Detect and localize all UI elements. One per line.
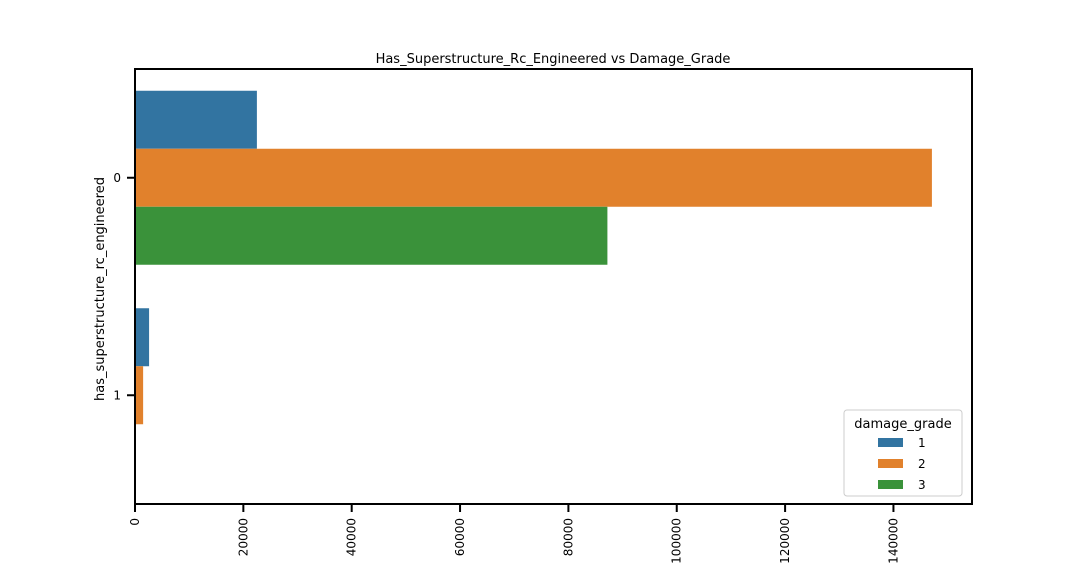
bar-cat-0-series-3 <box>135 206 608 265</box>
x-tick-label-60000: 60000 <box>453 518 467 556</box>
x-tick-label-120000: 120000 <box>778 518 792 564</box>
x-tick-label-140000: 140000 <box>886 518 900 564</box>
x-tick-label-20000: 20000 <box>236 518 250 556</box>
legend-swatch-1 <box>878 438 903 447</box>
x-tick-label-80000: 80000 <box>561 518 575 556</box>
x-tick-label-0: 0 <box>128 518 142 526</box>
legend-label-3: 3 <box>918 478 926 492</box>
y-axis-label: has_superstructure_rc_engineered <box>93 177 108 401</box>
bar-cat-1-series-1 <box>135 308 150 367</box>
chart-title: Has_Superstructure_Rc_Engineered vs Dama… <box>376 52 731 67</box>
bar-cat-0-series-2 <box>135 148 932 207</box>
x-tick-label-100000: 100000 <box>670 518 684 564</box>
x-tick-label-40000: 40000 <box>345 518 359 556</box>
legend-title: damage_grade <box>854 417 951 432</box>
bar-cat-1-series-2 <box>135 366 144 425</box>
legend-swatch-2 <box>878 459 903 468</box>
y-tick-label-1: 1 <box>113 388 121 402</box>
legend-label-1: 1 <box>918 436 926 450</box>
bar-cat-0-series-1 <box>135 90 257 149</box>
legend-box <box>843 409 963 497</box>
plot-frame <box>134 68 973 505</box>
y-tick-label-0: 0 <box>113 171 121 185</box>
legend-swatch-3 <box>878 480 903 489</box>
legend-label-2: 2 <box>918 457 926 471</box>
